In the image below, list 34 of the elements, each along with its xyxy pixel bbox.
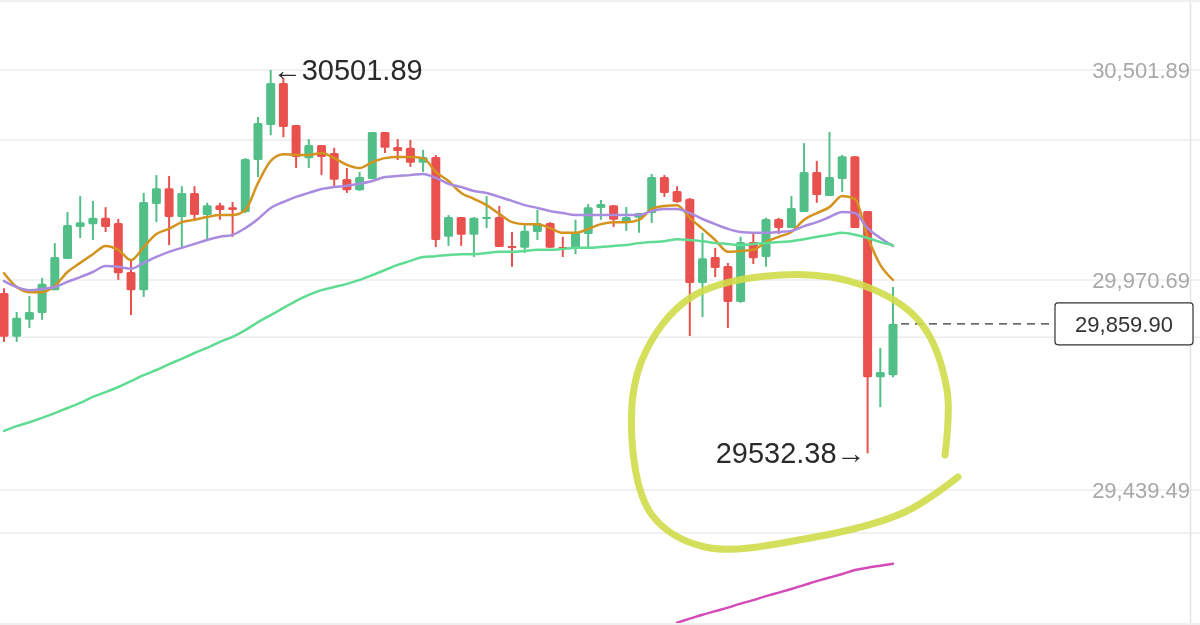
candlestick	[659, 174, 669, 198]
candlestick	[190, 185, 199, 222]
candlestick	[101, 206, 111, 234]
candlestick	[228, 201, 238, 238]
candlestick	[151, 174, 161, 224]
candlestick	[126, 259, 136, 317]
candlestick	[812, 159, 822, 204]
candlestick	[786, 195, 796, 230]
candlestick	[75, 195, 85, 239]
candlestick	[88, 199, 98, 241]
annotation: 29532.38→	[715, 437, 866, 470]
candlestick	[393, 138, 403, 162]
y-tick-label: 30,501.89	[1092, 57, 1190, 83]
candlestick	[875, 346, 885, 409]
y-tick-label: 29,439.49	[1092, 477, 1190, 503]
candlestick	[837, 153, 847, 194]
annotation: ←30501.89	[272, 54, 423, 87]
candlestick	[469, 216, 479, 258]
line-series	[675, 562, 895, 624]
candlestick	[520, 223, 530, 254]
candlestick	[24, 295, 34, 330]
ref-line-label: 29,859.90	[1075, 311, 1173, 337]
candlestick	[380, 131, 390, 154]
candlestick	[12, 310, 22, 343]
line-series	[2, 231, 895, 433]
candlestick	[482, 195, 492, 230]
candlestick	[456, 216, 466, 247]
candlestick	[202, 201, 212, 241]
candlestick	[710, 246, 720, 279]
y-tick-label: 29,970.69	[1092, 267, 1190, 293]
candlestick	[825, 131, 834, 198]
line-series	[2, 172, 895, 292]
candlestick	[444, 214, 453, 247]
candlestick	[596, 199, 606, 221]
